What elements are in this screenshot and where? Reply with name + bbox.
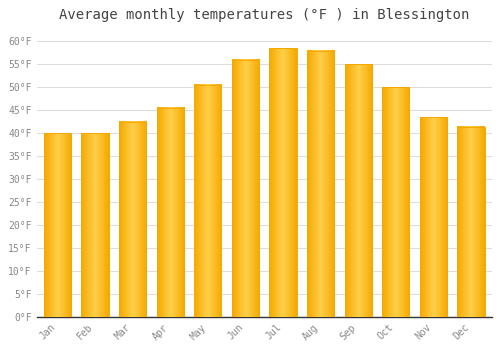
Bar: [44, 133, 71, 317]
Bar: [344, 64, 372, 317]
Bar: [82, 133, 108, 317]
Title: Average monthly temperatures (°F ) in Blessington: Average monthly temperatures (°F ) in Bl…: [59, 8, 470, 22]
Bar: [270, 48, 296, 317]
Bar: [232, 60, 259, 317]
Bar: [119, 122, 146, 317]
Bar: [194, 85, 222, 317]
Bar: [156, 108, 184, 317]
Bar: [307, 51, 334, 317]
Bar: [458, 126, 484, 317]
Bar: [382, 88, 409, 317]
Bar: [420, 117, 447, 317]
